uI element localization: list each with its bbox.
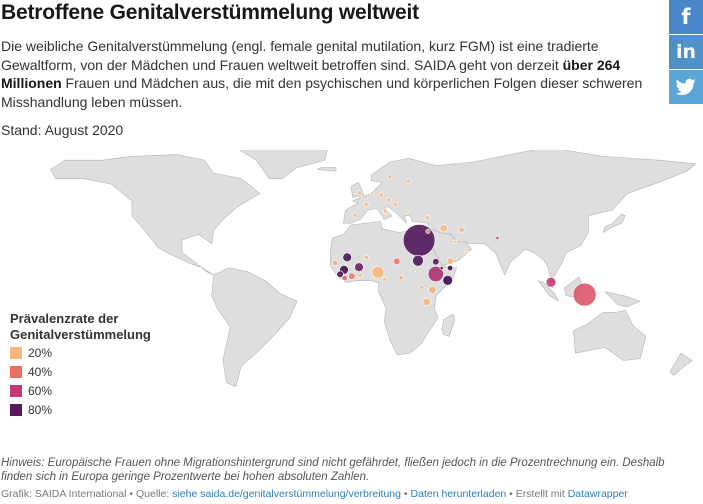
prevalence-bubble[interactable] bbox=[572, 282, 597, 307]
prevalence-bubble[interactable] bbox=[398, 275, 404, 281]
byline-prefix: Grafik: SAIDA International • Quelle: bbox=[1, 488, 173, 500]
prevalence-bubble[interactable] bbox=[446, 257, 454, 265]
prevalence-bubble[interactable] bbox=[439, 266, 444, 271]
prevalence-bubble[interactable] bbox=[405, 178, 411, 184]
prevalence-bubble[interactable] bbox=[427, 265, 444, 282]
prevalence-bubble[interactable] bbox=[495, 236, 500, 241]
legend-label: 80% bbox=[28, 403, 53, 417]
prevalence-bubble[interactable] bbox=[422, 297, 431, 307]
world-map bbox=[50, 150, 697, 387]
source-link[interactable]: siehe saida.de/genitalverstümmelung/verb… bbox=[172, 488, 401, 500]
prevalence-bubble[interactable] bbox=[545, 277, 557, 288]
land-japan bbox=[602, 213, 626, 233]
prevalence-bubble[interactable] bbox=[378, 192, 384, 198]
prevalence-bubble[interactable] bbox=[419, 284, 425, 290]
legend-swatch bbox=[10, 347, 22, 359]
legend-item-40: 40% bbox=[10, 363, 180, 381]
legend-item-80: 80% bbox=[10, 401, 180, 419]
prevalence-bubble[interactable] bbox=[463, 250, 468, 255]
prevalence-bubble[interactable] bbox=[371, 265, 385, 279]
legend-item-20: 20% bbox=[10, 344, 180, 362]
prevalence-bubble[interactable] bbox=[352, 212, 358, 218]
land-sumatra bbox=[537, 280, 559, 302]
legend-swatch bbox=[10, 385, 22, 397]
prevalence-bubble[interactable] bbox=[453, 239, 458, 244]
prevalence-bubble[interactable] bbox=[382, 208, 388, 214]
prevalence-bubble[interactable] bbox=[341, 275, 348, 282]
prevalence-bubble[interactable] bbox=[357, 272, 363, 278]
prevalence-bubble[interactable] bbox=[336, 270, 344, 278]
linkedin-share-button[interactable]: in bbox=[669, 35, 703, 69]
chart-intro: Die weibliche Genitalverstümmelung (engl… bbox=[1, 37, 656, 111]
land-south-america bbox=[211, 267, 298, 387]
byline-sep: • bbox=[401, 488, 411, 500]
prevalence-bubble[interactable] bbox=[387, 174, 393, 180]
prevalence-bubble[interactable] bbox=[425, 228, 431, 234]
land-masses bbox=[50, 150, 697, 387]
prevalence-bubble[interactable] bbox=[404, 209, 409, 214]
legend-swatch bbox=[10, 404, 22, 416]
prevalence-bubble[interactable] bbox=[363, 254, 369, 260]
facebook-share-button[interactable]: f bbox=[669, 0, 703, 34]
prevalence-bubble[interactable] bbox=[342, 252, 352, 263]
prevalence-bubble[interactable] bbox=[357, 190, 363, 196]
legend-label: 40% bbox=[28, 365, 53, 379]
land-australia bbox=[573, 310, 647, 361]
prevalence-bubble[interactable] bbox=[354, 262, 364, 272]
twitter-share-button[interactable] bbox=[669, 70, 703, 104]
land-madagascar bbox=[441, 313, 456, 337]
land-new-zealand bbox=[669, 352, 693, 376]
prevalence-bubble[interactable] bbox=[332, 260, 339, 267]
prevalence-bubble[interactable] bbox=[447, 265, 454, 272]
prevalence-bubble[interactable] bbox=[439, 224, 448, 233]
download-data-link[interactable]: Daten herunterladen bbox=[410, 488, 507, 500]
prevalence-bubble[interactable] bbox=[392, 202, 398, 208]
datawrapper-link[interactable]: Datawrapper bbox=[567, 488, 628, 500]
prevalence-bubble[interactable] bbox=[412, 254, 424, 267]
prevalence-bubble[interactable] bbox=[393, 257, 401, 265]
prevalence-bubble[interactable] bbox=[432, 258, 440, 266]
land-north-america bbox=[50, 154, 261, 276]
land-eurasia bbox=[343, 150, 697, 289]
legend-title: Prävalenzrate der Genitalverstümmelung bbox=[10, 311, 151, 342]
prevalence-bubble[interactable] bbox=[424, 215, 430, 221]
prevalence-bubble[interactable] bbox=[382, 276, 388, 282]
land-great-britain bbox=[350, 182, 365, 198]
legend-label: 60% bbox=[28, 384, 53, 398]
land-new-guinea bbox=[604, 291, 641, 307]
intro-text-1: Die weibliche Genitalverstümmelung (engl… bbox=[1, 38, 599, 73]
footnote: Hinweis: Europäische Frauen ohne Migrati… bbox=[1, 457, 665, 483]
land-iceland bbox=[317, 167, 337, 172]
stand-date: Stand: August 2020 bbox=[1, 122, 124, 138]
prevalence-bubble[interactable] bbox=[363, 201, 369, 207]
prevalence-bubble[interactable] bbox=[458, 226, 465, 233]
prevalence-bubbles bbox=[332, 174, 597, 307]
land-greenland bbox=[239, 150, 328, 179]
legend-item-60: 60% bbox=[10, 382, 180, 400]
legend-swatch bbox=[10, 366, 22, 378]
byline-created: • Erstellt mit bbox=[506, 488, 568, 500]
prevalence-bubble[interactable] bbox=[369, 191, 374, 196]
legend-label: 20% bbox=[28, 346, 53, 360]
intro-text-2: Frauen und Mädchen aus, die mit den psyc… bbox=[1, 75, 643, 110]
color-legend: Prävalenzrate der Genitalverstümmelung 2… bbox=[10, 311, 180, 419]
byline: Grafik: SAIDA International • Quelle: si… bbox=[1, 488, 628, 500]
prevalence-bubble[interactable] bbox=[428, 285, 437, 295]
facebook-icon: f bbox=[681, 5, 691, 29]
prevalence-bubble[interactable] bbox=[402, 224, 436, 257]
intro-highlight: über 264 Millionen bbox=[1, 56, 621, 92]
prevalence-bubble[interactable] bbox=[348, 272, 356, 280]
prevalence-bubble[interactable] bbox=[386, 197, 392, 203]
linkedin-icon: in bbox=[675, 41, 697, 63]
twitter-bird-icon bbox=[676, 78, 696, 95]
prevalence-bubble[interactable] bbox=[442, 275, 453, 286]
chart-title: Betroffene Genitalverstümmelung weltweit bbox=[1, 1, 419, 24]
